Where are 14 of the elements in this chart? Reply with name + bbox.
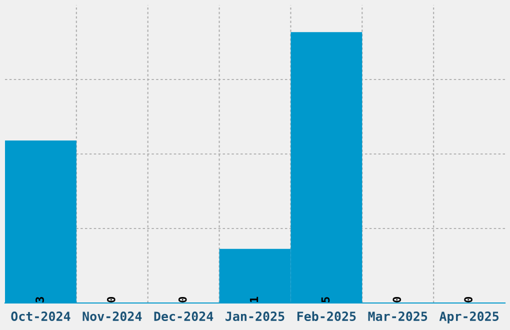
x-tick-label: Oct-2024 (11, 312, 70, 322)
x-tick-label: Nov-2024 (82, 312, 142, 322)
data-label: 1 (250, 296, 258, 302)
data-label: 0 (392, 296, 402, 302)
x-tick-label: Jan-2025 (226, 312, 284, 322)
data-label: 0 (178, 296, 187, 302)
x-tick-label: Mar-2025 (368, 312, 428, 322)
x-tick-label: Apr-2025 (439, 312, 499, 324)
x-tick-label: Dec-2024 (154, 312, 214, 322)
x-tick-label: Feb-2025 (297, 311, 356, 322)
data-label: 0 (106, 296, 116, 302)
data-label: 5 (321, 297, 330, 302)
data-label: 3 (36, 297, 44, 302)
data-label: 0 (464, 296, 473, 302)
